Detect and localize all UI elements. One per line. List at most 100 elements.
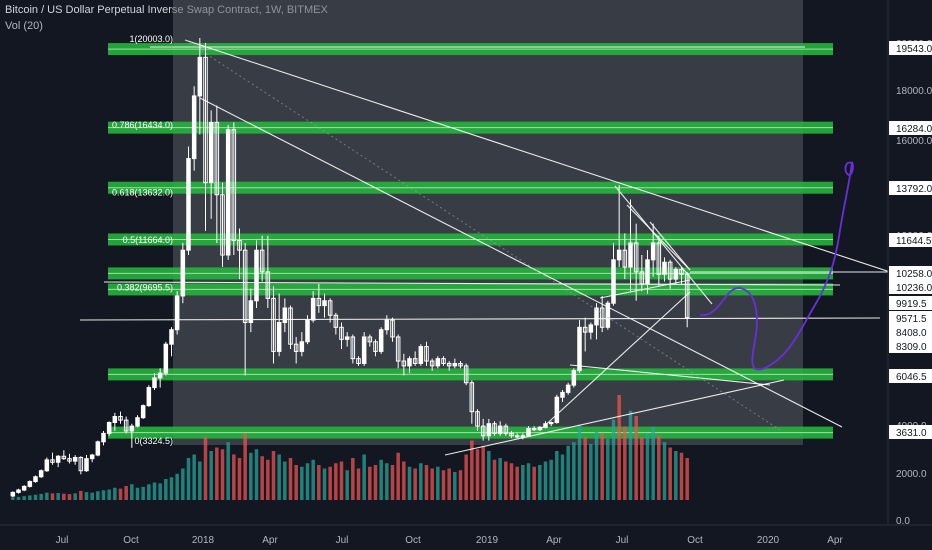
candle-body [282,307,288,323]
candle-body [123,419,129,432]
price-label-bg [889,369,932,383]
volume-bar [645,433,650,500]
candle-body [361,336,367,364]
candle-body [384,319,390,331]
volume-bar [215,447,219,500]
candle-body [89,454,95,460]
price-label-bg [889,325,932,339]
candle-body [622,249,628,268]
price-tick: 2000.0 [896,469,927,480]
volume-bar [407,466,412,500]
candle-body [424,346,429,362]
candle-body [350,336,356,360]
price-label-bg [889,233,932,247]
volume-bar [16,496,21,500]
volume-bar [243,433,247,500]
volume-bar [322,468,327,500]
candle-body [299,341,305,352]
time-tick: 2020 [757,535,780,546]
volume-bar [538,465,542,500]
candle-body [72,456,78,462]
candle-body [503,425,509,434]
price-tick: 0.0 [896,516,910,527]
candle-body [248,300,254,323]
volume-bar [492,459,497,500]
time-tick: Oct [405,535,421,546]
candle-body [27,481,33,487]
volume-bar [254,449,259,500]
candle-body [588,324,594,333]
trendline [599,279,691,299]
volume-bar [294,465,298,500]
volume-bar [413,468,417,500]
candle-body [310,297,316,321]
volume-bar [623,426,627,500]
volume-bar [390,465,395,500]
candle-body [67,458,72,462]
candle-body [129,425,135,432]
candle-body [452,362,458,367]
volume-bar [169,477,174,500]
volume-bars [11,395,689,500]
volume-bar [402,461,406,500]
candle-body [480,425,486,437]
candle-body [38,470,44,478]
volume-bar [606,438,610,500]
candle-body [429,360,435,367]
volume-bar [45,492,49,500]
time-tick: Apr [262,535,278,546]
candle-body [10,491,16,497]
price-label: 19543.0 [896,44,932,55]
volume-bar [521,465,525,500]
candle-body [322,300,327,307]
drawings [79,39,891,456]
volume-bar [526,463,531,500]
candle-body [242,249,248,323]
volume-bar [560,454,565,500]
candle-body [186,158,191,251]
horizontal-bands [108,43,833,439]
volume-bar [118,488,123,500]
candle-body [656,242,662,275]
candle-body [220,194,225,256]
time-tick: 2019 [476,535,499,546]
projected-path [699,161,854,371]
volume-bar [345,470,349,500]
candle-body [259,249,265,273]
price-label-bg [889,425,932,439]
candle-body [435,358,441,367]
candle-body [33,476,38,483]
volume-bar [90,492,94,500]
volume-bar [147,484,151,500]
candle-body [611,259,616,304]
volume-bar [679,452,684,500]
candle-body [254,249,259,302]
volume-bar [657,435,661,500]
dotted-guide [184,39,781,431]
volume-bar [498,458,502,500]
candle-body [571,370,577,386]
candles [10,38,690,498]
volume-bar [589,444,593,500]
candle-body [225,129,231,256]
volume-bar [362,454,366,500]
candle-body [497,425,503,434]
volume-indicator-label: Vol (20) [5,20,43,32]
volume-bar [11,497,15,500]
volume-bar [249,452,253,500]
trendline [649,221,691,271]
candle-body [390,319,395,338]
price-label-bg [889,296,932,310]
volume-bar [555,451,559,500]
candle-body [265,271,271,299]
candle-body [509,432,514,437]
volume-bar [135,487,140,500]
time-tick: Oct [687,535,703,546]
candle-body [378,329,384,352]
volume-bar [396,452,400,500]
volume-bar [577,424,582,500]
candle-body [679,268,684,275]
volume-bar [572,442,576,500]
trendline [103,281,841,286]
